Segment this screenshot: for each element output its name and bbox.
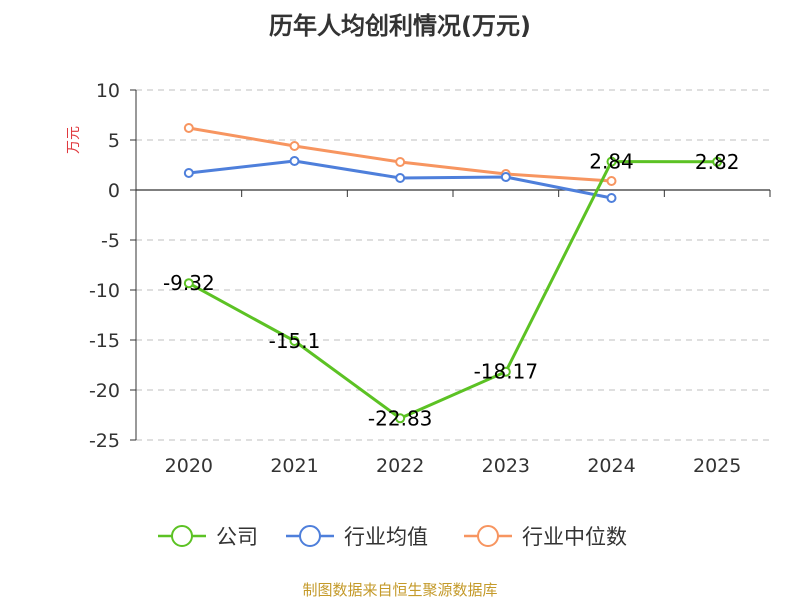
legend-label: 行业均值 <box>344 525 428 549</box>
y-tick-label: -5 <box>101 230 120 252</box>
data-labels: -9.32 -15.1 -22.83 -18.17 2.84 2.82 <box>163 150 739 431</box>
legend-item-2: 行业中位数 <box>464 525 627 549</box>
data-label: 2.84 <box>589 150 634 174</box>
series-line-0 <box>188 160 718 420</box>
data-point <box>606 156 617 167</box>
x-tick-label: 2024 <box>587 455 635 477</box>
data-point <box>500 366 511 377</box>
y-tick-label: 10 <box>96 80 120 102</box>
legend-item-0: 公司 <box>158 525 258 549</box>
y-tick-label: -10 <box>89 280 120 302</box>
legend-label: 公司 <box>216 525 258 549</box>
data-point <box>606 193 617 203</box>
x-tick-label: 2023 <box>482 455 530 477</box>
legend-label: 行业中位数 <box>522 525 627 549</box>
data-point <box>183 168 194 178</box>
data-point <box>289 336 300 346</box>
x-tick-label: 2022 <box>376 455 424 477</box>
data-label: 2.82 <box>695 150 740 174</box>
grid <box>136 89 770 441</box>
chart-title: 历年人均创利情况(万元) <box>269 12 531 40</box>
x-tick-label: 2025 <box>693 455 741 477</box>
data-point <box>606 176 617 186</box>
legend: 公司 行业均值 行业中位数 <box>158 525 627 549</box>
legend-marker <box>299 525 321 547</box>
legend-marker <box>477 525 499 547</box>
data-label: -15.1 <box>269 329 321 353</box>
legend-marker <box>171 525 193 547</box>
y-tick-label: -15 <box>89 330 120 352</box>
y-tick-label: -20 <box>89 380 120 402</box>
data-label: -9.32 <box>163 271 215 295</box>
axes: 10 5 0 -5 -10 -15 -20 -25 2020 2021 2022 2023 2024 20… <box>89 80 771 477</box>
data-label: -22.83 <box>368 406 432 430</box>
y-tick-label: -25 <box>89 430 120 452</box>
y-tick-label: 5 <box>108 130 120 152</box>
data-point <box>712 156 723 167</box>
legend-item-1: 行业均值 <box>286 525 428 549</box>
y-axis-unit: 万元 <box>66 126 82 154</box>
data-point <box>289 156 300 166</box>
data-point <box>183 123 194 133</box>
series <box>183 123 723 424</box>
data-point <box>500 172 511 182</box>
data-point <box>183 278 194 289</box>
data-point <box>395 173 406 183</box>
data-point <box>289 141 300 151</box>
source-note: 制图数据来自恒生聚源数据库 <box>302 581 497 599</box>
data-label: -18.17 <box>474 360 538 384</box>
y-tick-label: 0 <box>108 180 120 202</box>
data-point <box>395 413 406 424</box>
x-tick-label: 2020 <box>165 455 213 477</box>
x-tick-label: 2021 <box>270 455 318 477</box>
data-point <box>395 157 406 167</box>
